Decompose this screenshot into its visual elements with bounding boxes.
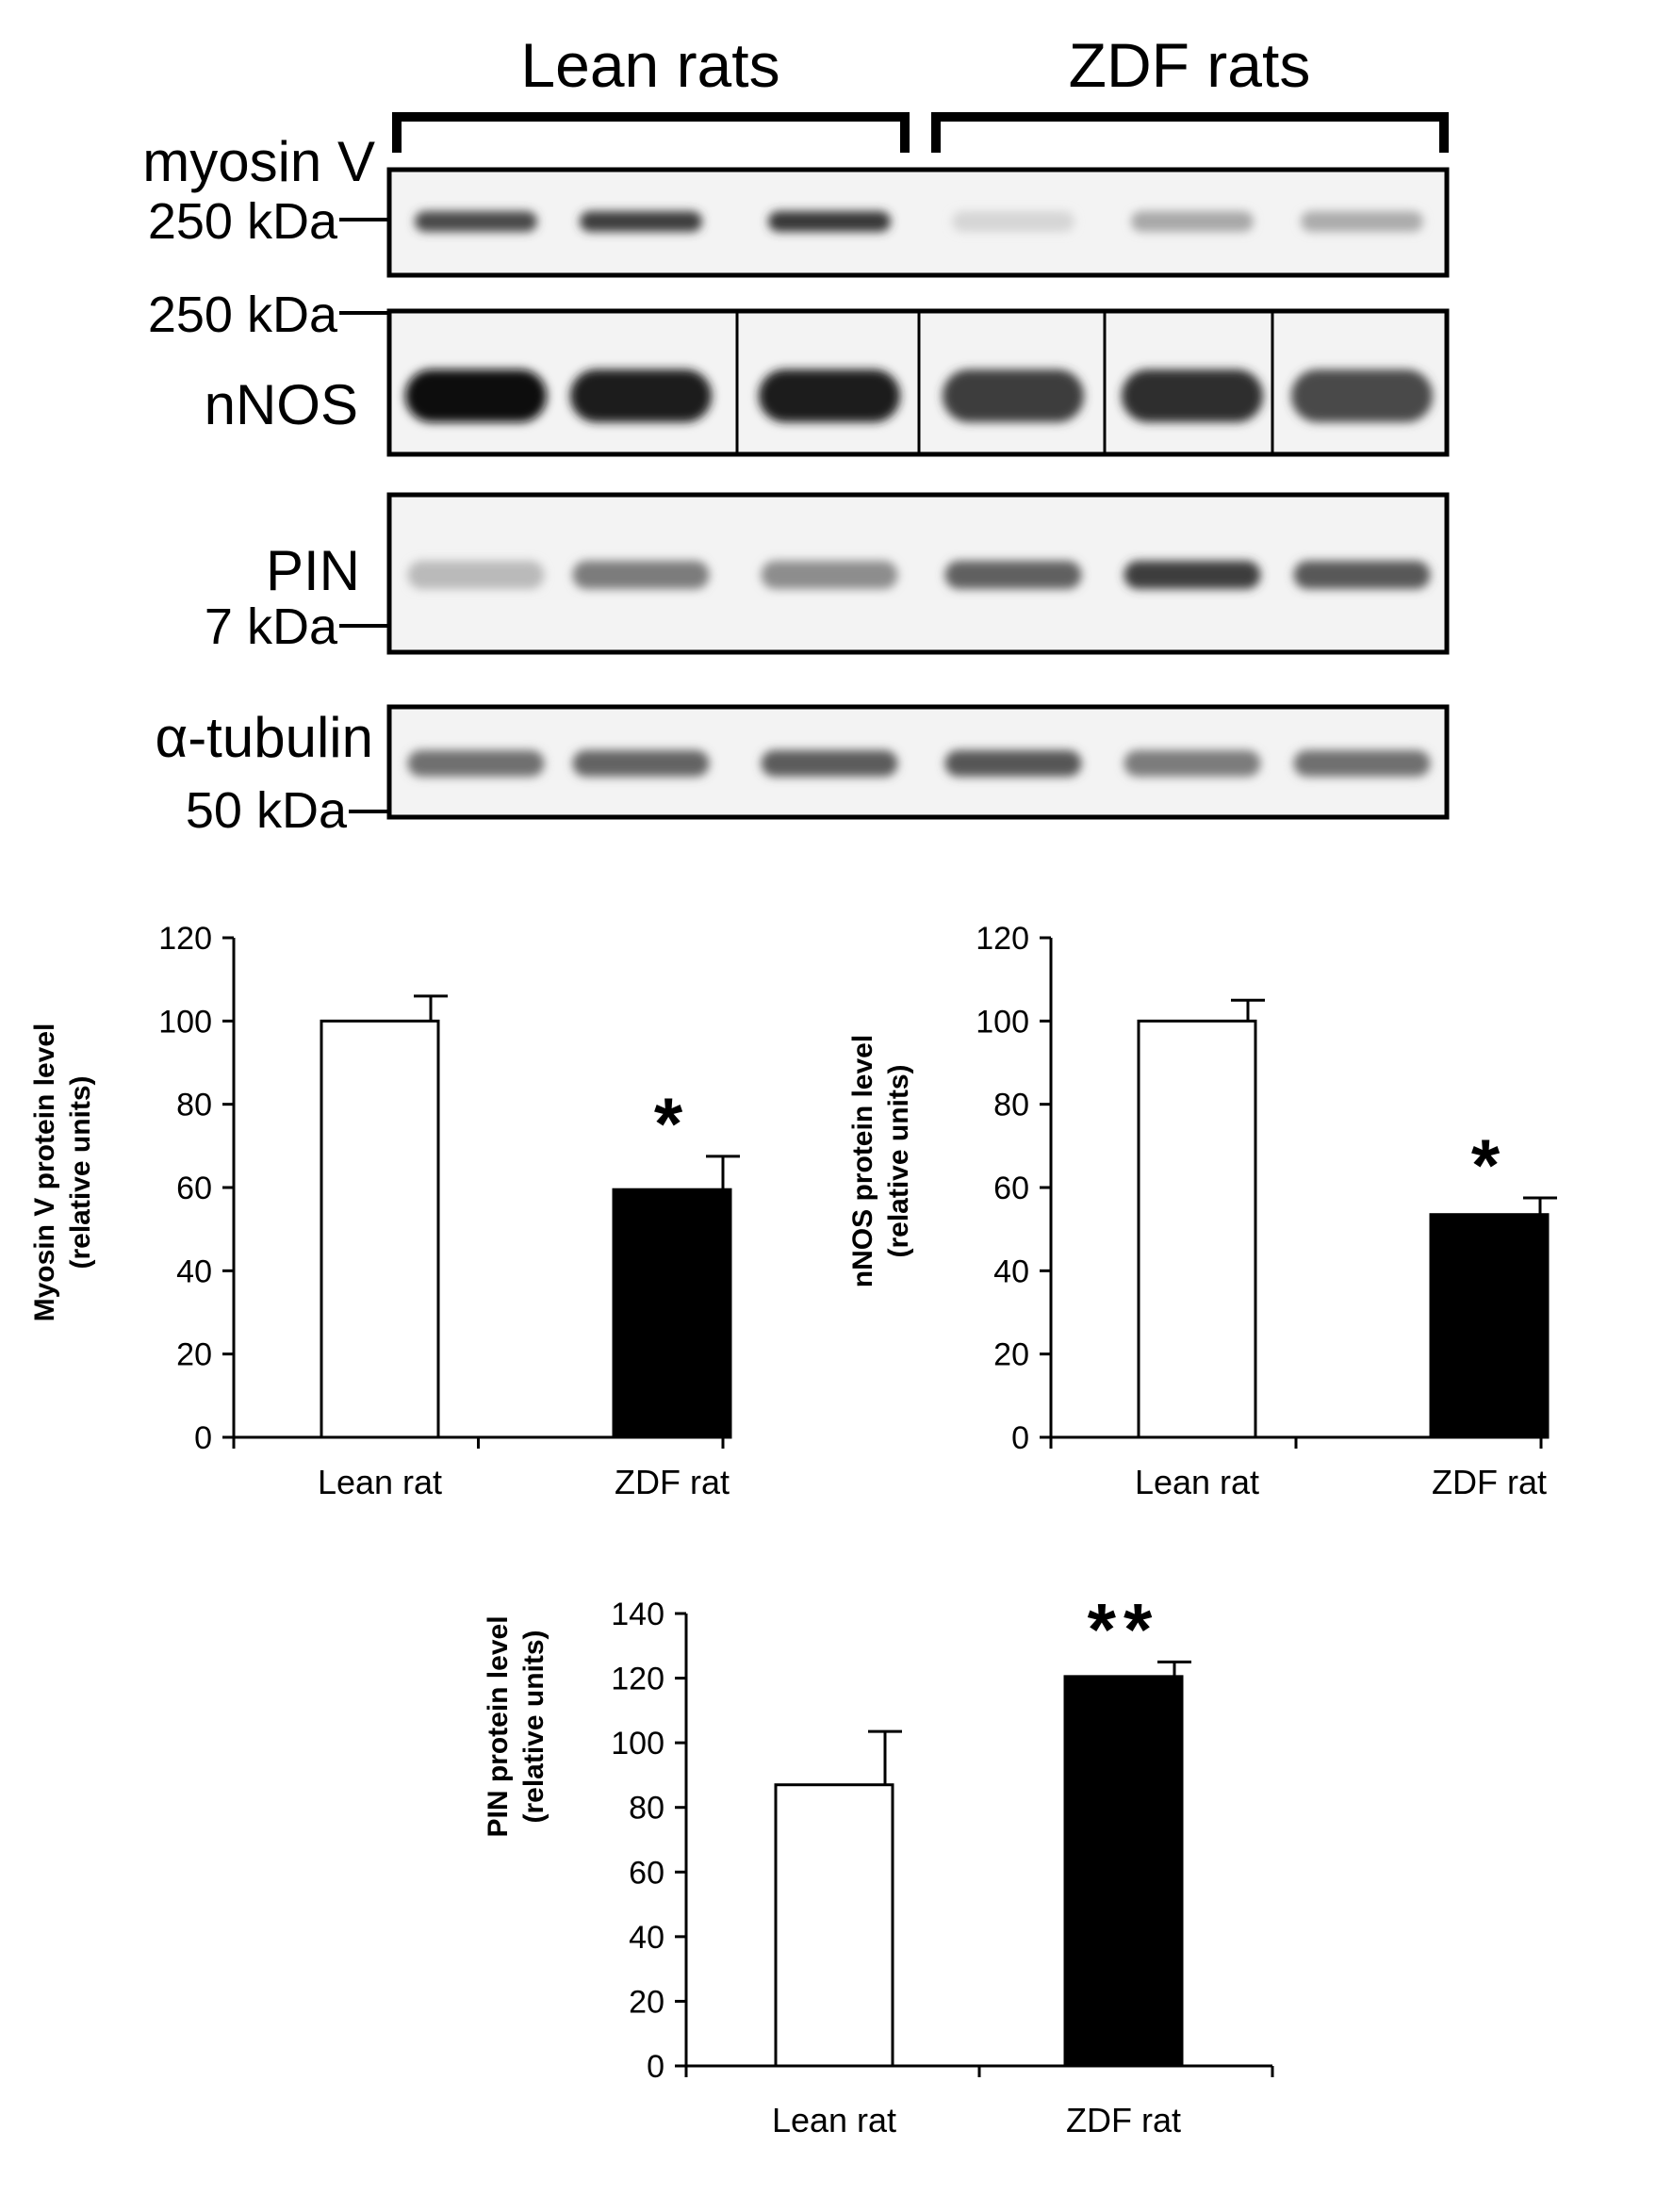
blot-band xyxy=(1124,561,1261,589)
blot-band xyxy=(1293,750,1431,777)
protein-label-myosin-v: myosin V xyxy=(142,130,375,193)
y-tick-label: 20 xyxy=(993,1337,1029,1373)
blot-panel-nnos: 250 kDa nNOS xyxy=(148,287,1450,457)
y-axis-label-line2: (relative units) xyxy=(518,1630,549,1823)
y-tick-label: 140 xyxy=(611,1597,664,1632)
blot-band xyxy=(405,369,547,422)
blot-panel-myosin-v: myosin V 250 kDa xyxy=(142,130,1450,278)
category-label: Lean rat xyxy=(318,1463,442,1501)
blot-band xyxy=(952,211,1074,232)
bar xyxy=(774,1783,894,2068)
y-tick-label: 60 xyxy=(176,1171,212,1206)
bar xyxy=(1137,1019,1257,1439)
y-tick-label: 120 xyxy=(158,921,212,957)
y-tick-label: 60 xyxy=(993,1171,1029,1206)
y-axis-label-line1: Myosin V protein level xyxy=(29,1024,60,1322)
category-label: Lean rat xyxy=(1135,1463,1259,1501)
significance-marker: ** xyxy=(1088,1587,1160,1670)
bar-chart-myosin-v: Myosin V protein level (relative units) … xyxy=(29,921,740,1501)
marker-label-pin: 7 kDa xyxy=(205,598,338,655)
y-tick-label: 0 xyxy=(194,1420,212,1456)
bar xyxy=(1063,1675,1184,2068)
blot-membrane-alpha-tubulin xyxy=(386,704,1450,820)
y-tick-label: 40 xyxy=(176,1253,212,1289)
significance-marker: * xyxy=(1471,1123,1507,1206)
y-tick-label: 100 xyxy=(976,1004,1029,1040)
blot-band xyxy=(1291,369,1433,422)
bar xyxy=(1429,1213,1550,1439)
category-label: ZDF rat xyxy=(1432,1463,1547,1501)
blot-band xyxy=(761,561,898,589)
y-tick-label: 40 xyxy=(993,1253,1029,1289)
y-axis-label-line2: (relative units) xyxy=(65,1075,96,1269)
blot-band xyxy=(761,750,898,777)
blot-band xyxy=(1124,750,1261,777)
y-tick-label: 80 xyxy=(993,1088,1029,1123)
blot-band xyxy=(1122,369,1263,422)
blot-band xyxy=(768,211,891,232)
bar xyxy=(612,1188,732,1439)
blot-band xyxy=(759,369,900,422)
group-label-zdf: ZDF rats xyxy=(1069,30,1311,100)
blot-band xyxy=(570,369,712,422)
blot-band xyxy=(944,750,1082,777)
band-set-nnos xyxy=(405,369,1433,422)
y-tick-label: 100 xyxy=(611,1726,664,1761)
bar xyxy=(320,1019,440,1439)
blot-panel-pin: PIN 7 kDa xyxy=(205,492,1450,655)
blot-band xyxy=(407,750,545,777)
category-label: ZDF rat xyxy=(615,1463,730,1501)
y-axis-label-line2: (relative units) xyxy=(883,1064,914,1257)
y-tick-label: 120 xyxy=(976,921,1029,957)
blot-band xyxy=(1131,211,1254,232)
y-axis-label-line1: PIN protein level xyxy=(483,1615,514,1837)
y-tick-label: 40 xyxy=(629,1920,664,1956)
y-tick-label: 0 xyxy=(647,2049,664,2085)
band-set-pin xyxy=(407,561,1431,589)
y-tick-label: 20 xyxy=(629,1984,664,2020)
blot-band xyxy=(580,211,702,232)
y-tick-label: 80 xyxy=(629,1791,664,1827)
blot-band xyxy=(1301,211,1423,232)
group-bracket-lean xyxy=(392,112,910,153)
blot-band xyxy=(943,369,1084,422)
blot-band xyxy=(407,561,545,589)
marker-label-nnos: 250 kDa xyxy=(148,287,338,343)
blot-membrane-myosin-v xyxy=(386,167,1450,278)
y-tick-label: 60 xyxy=(629,1855,664,1891)
blot-band xyxy=(944,561,1082,589)
group-bracket-zdf xyxy=(931,112,1449,153)
marker-label-myosin-v: 250 kDa xyxy=(148,193,338,250)
blot-band xyxy=(1293,561,1431,589)
blot-panel-alpha-tubulin: α-tubulin 50 kDa xyxy=(156,704,1450,839)
blot-band xyxy=(572,750,710,777)
blot-band xyxy=(572,561,710,589)
y-tick-label: 80 xyxy=(176,1088,212,1123)
bar-chart-nnos: nNOS protein level (relative units) 0 20 4… xyxy=(847,921,1557,1501)
y-tick-label: 120 xyxy=(611,1662,664,1697)
group-label-lean: Lean rats xyxy=(520,30,779,100)
band-set-myosin-v xyxy=(415,211,1423,232)
y-tick-label: 20 xyxy=(176,1337,212,1373)
marker-label-alpha-tubulin: 50 kDa xyxy=(186,782,348,839)
y-axis-label-line1: nNOS protein level xyxy=(847,1035,878,1287)
y-tick-label: 0 xyxy=(1011,1420,1029,1456)
band-set-alpha-tubulin xyxy=(407,750,1431,777)
protein-label-alpha-tubulin: α-tubulin xyxy=(156,706,373,769)
category-label: ZDF rat xyxy=(1066,2101,1181,2139)
category-label: Lean rat xyxy=(772,2101,896,2139)
blot-band xyxy=(415,211,537,232)
bar-chart-pin: PIN protein level (relative units) 0 20 40… xyxy=(483,1587,1274,2139)
significance-marker: * xyxy=(654,1082,690,1165)
blot-membrane-pin xyxy=(386,492,1450,655)
y-tick-label: 100 xyxy=(158,1004,212,1040)
protein-label-nnos: nNOS xyxy=(205,373,358,436)
protein-label-pin: PIN xyxy=(266,539,360,602)
